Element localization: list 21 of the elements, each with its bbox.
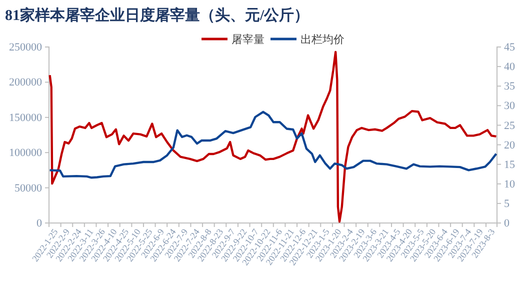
y2-tick-label: 20 xyxy=(504,139,516,152)
y-tick-label: 250000 xyxy=(9,42,42,54)
y2-tick-label: 10 xyxy=(504,178,516,190)
y-tick-label: 200000 xyxy=(9,76,42,89)
chart-title: 81家样本屠宰企业日度屠宰量（头、元/公斤） xyxy=(5,6,310,24)
y-tick-label: 50000 xyxy=(14,182,42,194)
y2-tick-label: 30 xyxy=(504,100,516,112)
y-tick-label: 150000 xyxy=(9,112,42,124)
y-tick-label: 100000 xyxy=(9,147,42,160)
y-tick-label: 0 xyxy=(36,218,42,230)
y2-tick-label: 40 xyxy=(504,61,516,74)
y2-tick-label: 35 xyxy=(504,80,516,93)
y2-tick-label: 5 xyxy=(504,198,510,210)
y2-tick-label: 25 xyxy=(504,120,516,132)
legend-label: 出栏均价 xyxy=(300,33,344,46)
line-series xyxy=(48,50,498,223)
line-series xyxy=(48,110,498,179)
y2-tick-label: 0 xyxy=(504,218,510,230)
y2-tick-label: 15 xyxy=(504,158,516,171)
y2-tick-label: 45 xyxy=(504,42,516,54)
legend-label: 屠宰量 xyxy=(232,33,264,46)
